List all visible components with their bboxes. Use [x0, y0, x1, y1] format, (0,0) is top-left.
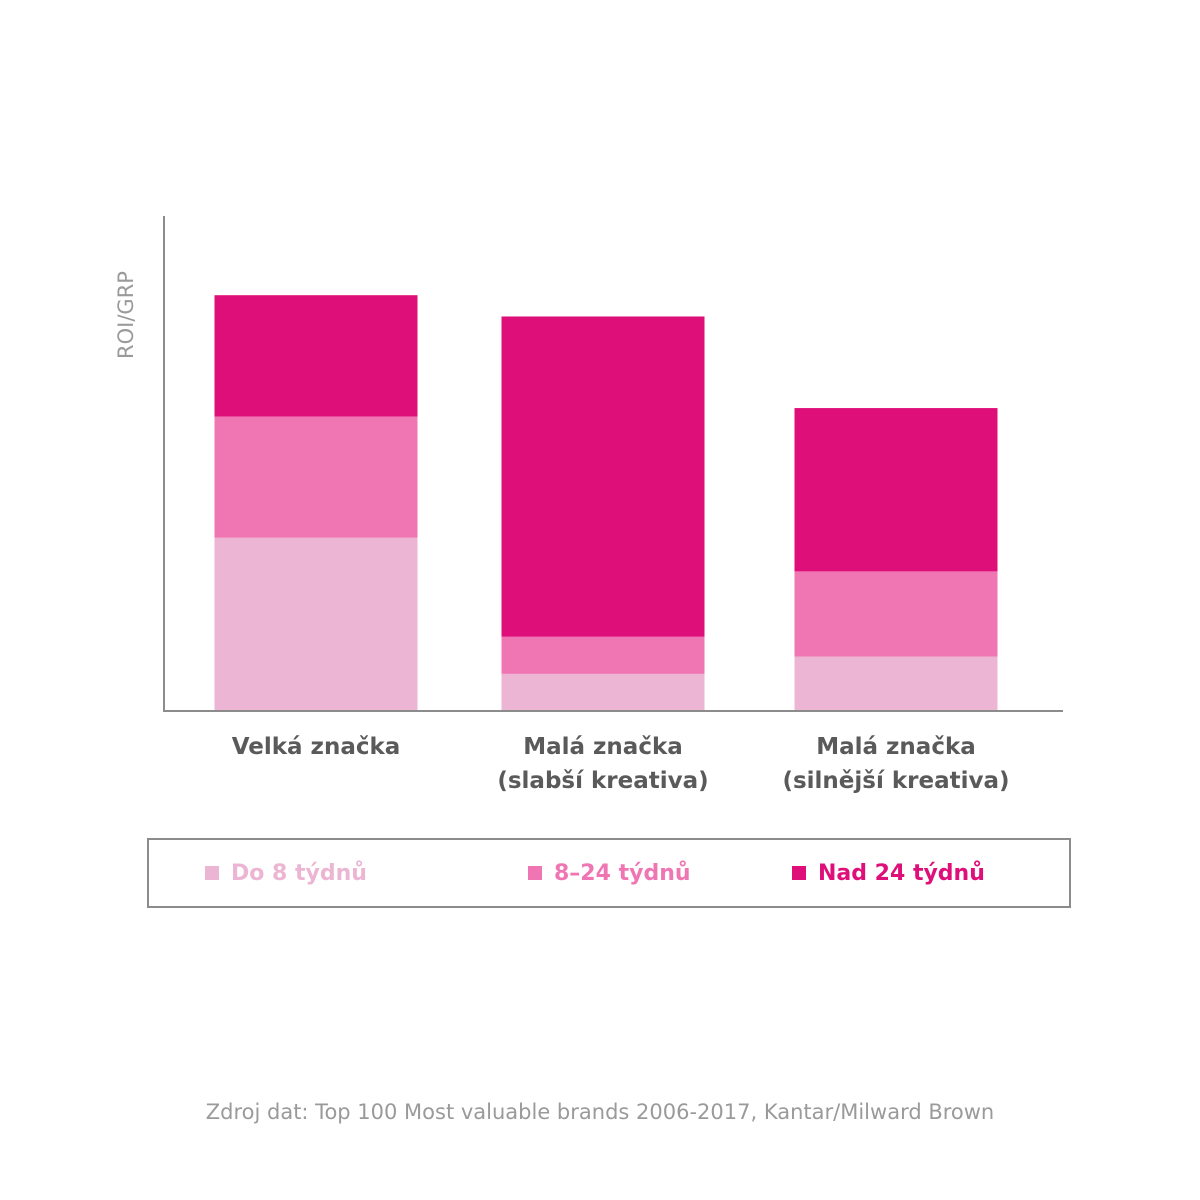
legend-label-8-24-tydnu: 8–24 týdnů [554, 860, 691, 886]
bars-group [214, 295, 998, 711]
y-axis-label: ROI/GRP [114, 271, 138, 359]
category-label-1-line-1: Velká značka [232, 734, 401, 760]
legend-label-nad-24-tydnu: Nad 24 týdnů [818, 860, 985, 886]
bar-segment-1-3 [214, 295, 418, 417]
legend-item-8-24-tydnu: 8–24 týdnů [528, 840, 691, 906]
legend-swatch-nad-24-tydnu [792, 866, 806, 880]
bar-segment-3-3 [794, 408, 998, 572]
bar-segment-2-1 [501, 673, 705, 711]
bar-segment-2-2 [501, 636, 705, 674]
category-label-3-line-1: Malá značka [816, 734, 976, 760]
legend-item-nad-24-tydnu: Nad 24 týdnů [792, 840, 985, 906]
bar-segment-3-1 [794, 656, 998, 711]
category-label-3-line-2: (silnější kreativa) [782, 768, 1009, 794]
category-label-2-line-1: Malá značka [523, 734, 683, 760]
legend-label-do-8-tydnu: Do 8 týdnů [231, 860, 367, 886]
category-labels: Velká značka Malá značka (slabší kreativa)… [232, 734, 1010, 794]
legend: Do 8 týdnů 8–24 týdnů Nad 24 týdnů [147, 838, 1071, 908]
bar-segment-2-3 [501, 316, 705, 637]
bar-segment-1-1 [214, 537, 418, 711]
bar-segment-1-2 [214, 416, 418, 538]
legend-swatch-8-24-tydnu [528, 866, 542, 880]
bar-segment-3-2 [794, 571, 998, 657]
legend-item-do-8-tydnu: Do 8 týdnů [205, 840, 367, 906]
legend-swatch-do-8-tydnu [205, 866, 219, 880]
category-label-2-line-2: (slabší kreativa) [497, 768, 708, 794]
source-note: Zdroj dat: Top 100 Most valuable brands … [205, 1100, 995, 1124]
